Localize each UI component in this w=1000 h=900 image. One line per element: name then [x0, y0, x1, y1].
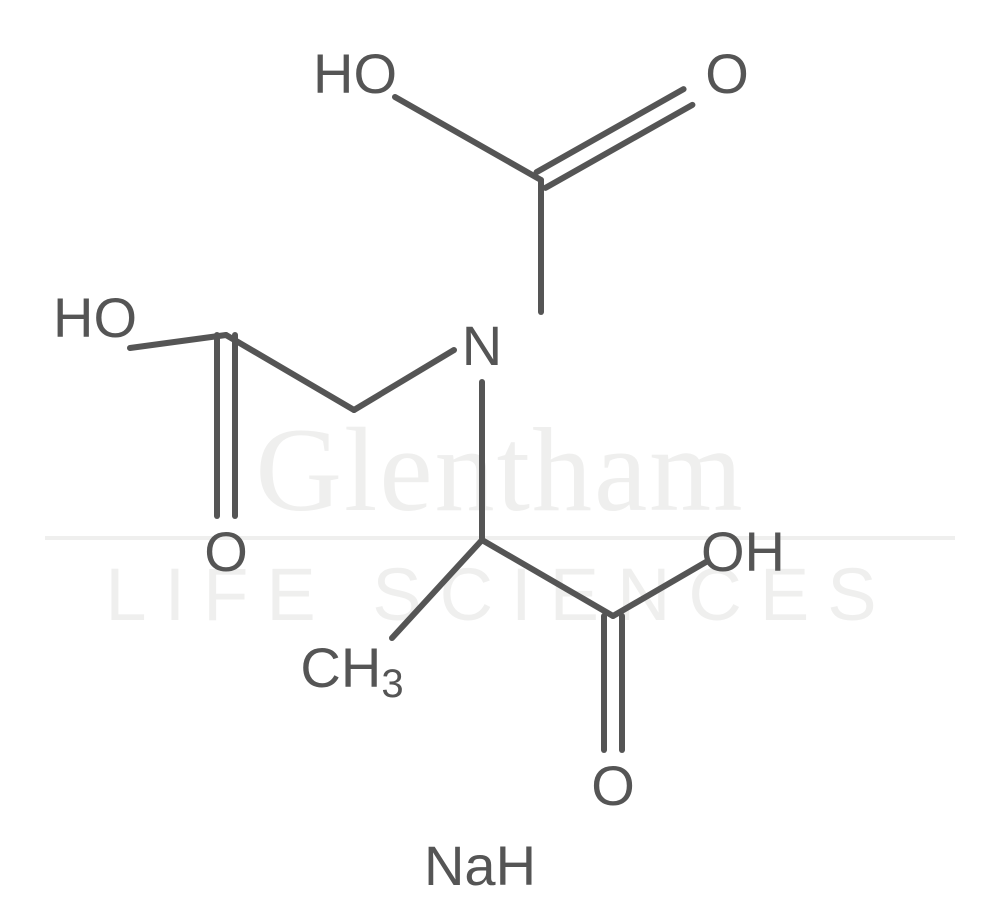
atom-label-CH3: CH3: [300, 636, 403, 706]
atom-label-OH_r: OH: [701, 520, 785, 583]
bond: [130, 335, 226, 348]
chemical-structure-figure: GlenthamLIFE SCIENCES HO O HO N O OH CH3 O NaH: [0, 0, 1000, 900]
watermark: GlenthamLIFE SCIENCES: [45, 403, 955, 636]
atom-label-O_tr: O: [705, 42, 749, 105]
atom-label-HO_tl: HO: [313, 42, 397, 105]
bond: [545, 105, 692, 188]
watermark-top-text: Glentham: [255, 403, 744, 536]
atom-label-O_b: O: [591, 754, 635, 817]
bond: [354, 350, 454, 410]
bond: [226, 335, 354, 410]
atom-label-O_ll: O: [204, 520, 248, 583]
atom-label-HO_l: HO: [53, 286, 137, 349]
atom-label-N: N: [462, 314, 502, 377]
bond: [395, 97, 541, 180]
atom-label-NaH: NaH: [424, 834, 536, 897]
bond: [537, 89, 684, 172]
